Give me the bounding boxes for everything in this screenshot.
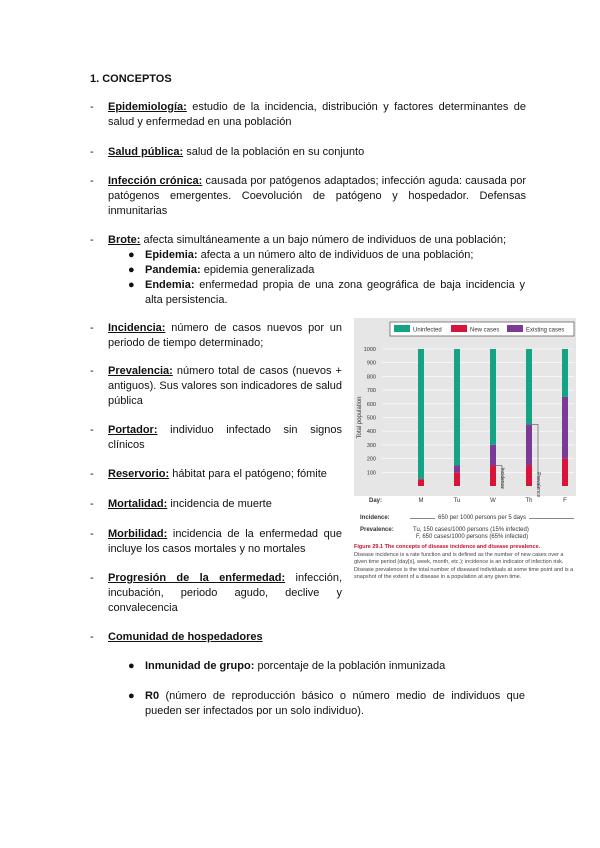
- x-tick-label: W: [490, 498, 496, 504]
- legend-box: [389, 321, 575, 337]
- prevalence-bracket: [532, 424, 539, 488]
- bar-segment: [490, 465, 496, 486]
- y-tick-label: 100: [367, 470, 376, 476]
- prevalence-line: F, 650 cases/1000 persons (65% infected): [416, 534, 529, 540]
- y-tick-label: 500: [367, 416, 376, 422]
- bar-segment: [418, 479, 424, 486]
- bar-segment: [418, 349, 424, 480]
- bar-segment: [562, 458, 568, 486]
- bar-segment: [454, 349, 460, 466]
- legend-label: Uninfected: [413, 328, 442, 334]
- prevalence-line: Tu, 150 cases/1000 persons (15% infected…: [413, 527, 529, 533]
- prevalence-label: Prevalence:: [360, 527, 394, 533]
- y-tick-label: 1000: [364, 347, 376, 353]
- figure-info: Incidence: 650 per 1000 persons per 5 day…: [360, 514, 574, 543]
- y-tick-label: 800: [367, 374, 376, 380]
- bar-segment: [490, 444, 496, 466]
- bar-segment: [454, 472, 460, 486]
- prevalence-annotation: Prevalence: [535, 472, 541, 497]
- bar-segment: [562, 396, 568, 459]
- x-tick-label: M: [419, 498, 424, 504]
- bar-segment: [526, 349, 532, 425]
- x-axis-label: Day:: [369, 498, 382, 504]
- legend-swatch: [394, 325, 410, 332]
- legend-swatch: [451, 325, 467, 332]
- y-tick-label: 200: [367, 457, 376, 463]
- legend-swatch: [507, 325, 523, 332]
- bar-segment: [454, 465, 460, 473]
- y-tick-label: 700: [367, 388, 376, 394]
- section-heading: 1. CONCEPTOS: [90, 73, 172, 85]
- stacked-bar-chart: Uninfected New cases Existing cases 100 200 3…: [354, 318, 576, 504]
- incidence-text: 650 per 1000 persons per 5 days: [435, 514, 530, 522]
- y-axis-label: Total population: [357, 396, 363, 438]
- legend-label: Existing cases: [526, 328, 564, 334]
- figure-incidence-prevalence: Uninfected New cases Existing cases 100 200 3…: [354, 318, 576, 594]
- bar-segment: [562, 349, 568, 397]
- y-tick-label: 600: [367, 402, 376, 408]
- legend-label: New cases: [470, 328, 499, 334]
- incidence-label: Incidence:: [360, 515, 390, 521]
- incidence-annotation: Incidence: [499, 467, 505, 489]
- bar-segment: [526, 424, 532, 466]
- incidence-bracket: [496, 465, 503, 488]
- bar-segment: [490, 349, 496, 445]
- bar-segment: [526, 465, 532, 486]
- y-tick-label: 400: [367, 429, 376, 435]
- y-tick-label: 300: [367, 443, 376, 449]
- y-tick-label: 900: [367, 361, 376, 367]
- x-tick-label: Tu: [454, 498, 461, 504]
- caption-title: Figure 29.1 The concepts of disease inci…: [354, 544, 541, 550]
- x-tick-label: Th: [525, 498, 532, 504]
- x-tick-label: F: [563, 498, 567, 504]
- caption-text: Disease incidence is a rate function and…: [354, 551, 574, 581]
- figure-caption: Figure 29.1 The concepts of disease inci…: [354, 544, 576, 582]
- chart-background: [354, 318, 576, 496]
